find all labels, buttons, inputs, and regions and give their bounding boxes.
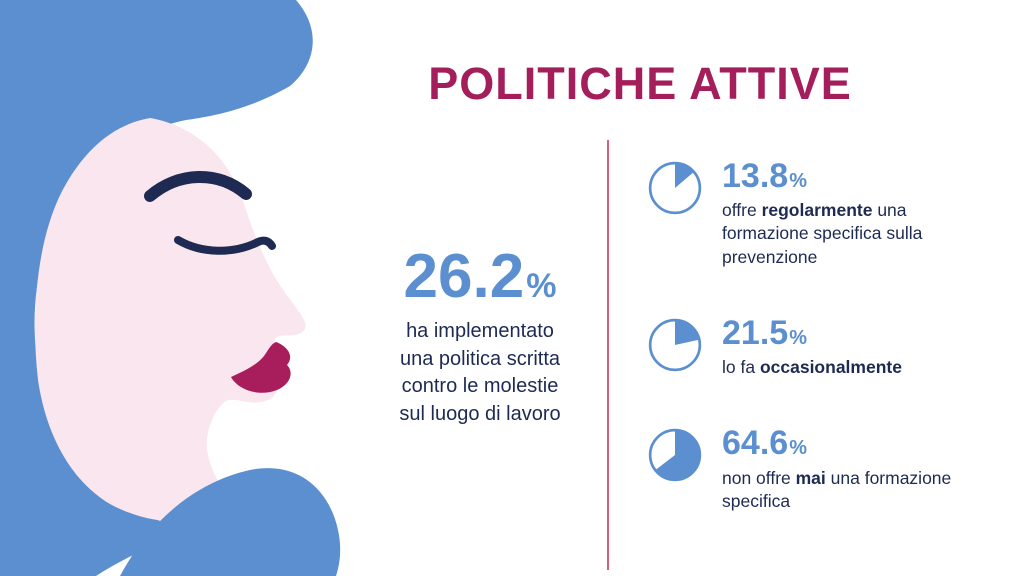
pie-chart-icon	[648, 318, 702, 371]
pie-wedge	[675, 319, 700, 345]
main-stat-description-line: contro le molestie	[401, 375, 559, 398]
stat-value: 64.6	[722, 424, 789, 463]
main-stat-description-line: sul luogo di lavoro	[399, 402, 561, 425]
stat-description: lo fa occasionalmente	[722, 356, 902, 379]
stat-percent-sign: %	[789, 170, 807, 192]
stat-value: 13.8	[722, 157, 789, 195]
stat-text: 13.8% offre regolarmente una formazione …	[722, 157, 964, 269]
eyebrow-shape	[144, 171, 252, 202]
stat-number: 21.5%	[722, 313, 902, 352]
stat-item-regolarmente: 13.8% offre regolarmente una formazione …	[648, 157, 1008, 269]
main-stat-value: 26.2	[403, 242, 525, 311]
main-stat-description-line: una politica scritta	[399, 347, 561, 370]
main-stat-number: 26.2%	[352, 246, 608, 308]
main-stat-description-line: ha implementato	[406, 320, 554, 342]
stat-description-text: una formazione specifica	[722, 467, 952, 511]
stat-number: 64.6%	[722, 424, 964, 463]
lips-shape	[231, 342, 291, 393]
closed-eye-shape	[174, 236, 276, 255]
main-stat-description: ha implementato una politica scritta con…	[352, 318, 608, 428]
stat-item-occasionalmente: 21.5% lo fa occasionalmente	[648, 313, 1008, 379]
stat-text: 64.6% non offre mai una formazione speci…	[722, 424, 964, 513]
main-stat-percent-sign: %	[526, 267, 557, 305]
stat-description-bold: occasionalmente	[759, 357, 902, 378]
pie-chart-icon	[648, 428, 702, 482]
face-shape	[35, 118, 306, 523]
hair-front-strand-shape	[120, 468, 341, 576]
hair-back-shape	[0, 0, 313, 576]
page-title: POLITICHE ATTIVE	[428, 58, 852, 109]
stat-percent-sign: %	[789, 326, 807, 349]
stat-number: 13.8%	[722, 157, 964, 195]
stat-description-bold: regolarmente	[761, 200, 873, 221]
stat-item-mai: 64.6% non offre mai una formazione speci…	[648, 424, 1008, 513]
stat-value: 21.5	[722, 313, 789, 352]
stats-list: 13.8% offre regolarmente una formazione …	[648, 157, 1008, 513]
stat-description-text: offre	[722, 200, 762, 221]
pie-chart-icon	[648, 161, 702, 215]
stat-description-text: non offre	[722, 467, 796, 488]
pie-wedge	[675, 163, 694, 188]
vertical-divider	[607, 140, 609, 570]
stat-percent-sign: %	[789, 437, 807, 460]
stat-description-text: una formazione specifica sulla prevenzio…	[722, 200, 923, 267]
main-stat: 26.2% ha implementato una politica scrit…	[352, 246, 608, 428]
stat-description-text: lo fa	[722, 357, 760, 378]
stat-description: offre regolarmente una formazione specif…	[722, 199, 964, 268]
woman-illustration	[0, 0, 341, 576]
stat-description: non offre mai una formazione specifica	[722, 467, 964, 513]
pie-wedge	[655, 430, 700, 480]
stat-text: 21.5% lo fa occasionalmente	[722, 313, 902, 379]
stat-description-bold: mai	[795, 467, 826, 488]
